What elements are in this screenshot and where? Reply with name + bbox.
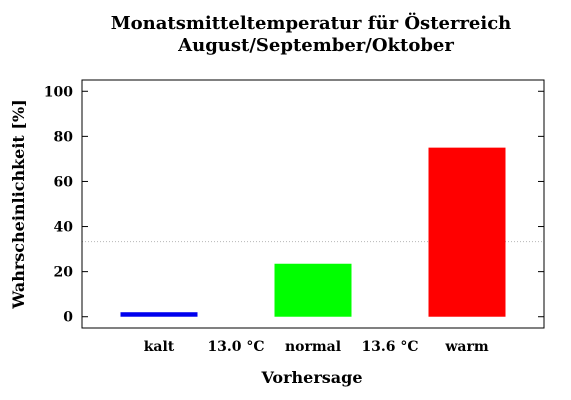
chart-title: Monatsmitteltemperatur für Österreich xyxy=(111,11,512,34)
y-axis-label: Wahrscheinlichkeit [%] xyxy=(9,99,28,309)
y-tick-label: 60 xyxy=(54,174,74,190)
x-tick-label-normal: normal xyxy=(285,339,341,355)
threshold-label: 13.6 °C xyxy=(361,339,418,355)
plot-frame xyxy=(81,79,545,329)
y-tick-label: 100 xyxy=(44,84,73,100)
y-tick-label: 20 xyxy=(54,265,74,281)
y-tick-label: 0 xyxy=(63,310,73,326)
y-tick-label: 80 xyxy=(54,129,74,145)
plot-area: 0 20 40 60 80 100 kalt normal warm 13.0 °C 13.6 °C xyxy=(44,79,545,355)
x-tick-label-kalt: kalt xyxy=(144,339,175,355)
x-tick-label-warm: warm xyxy=(444,339,488,355)
bar-kalt xyxy=(120,312,198,317)
chart-subtitle: August/September/Oktober xyxy=(177,35,454,56)
x-axis-label: Vorhersage xyxy=(260,368,362,387)
bar-warm xyxy=(428,147,506,317)
threshold-label: 13.0 °C xyxy=(207,339,264,355)
y-tick-label: 40 xyxy=(54,220,74,236)
bar-normal xyxy=(274,263,352,317)
